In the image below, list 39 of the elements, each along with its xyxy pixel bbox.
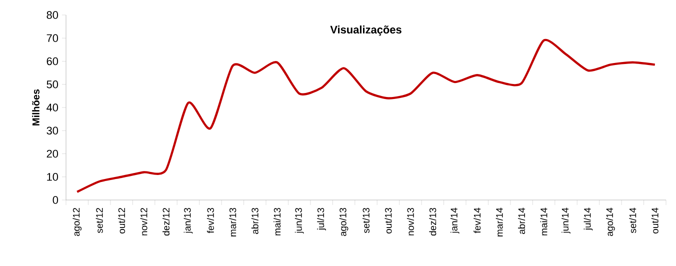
x-tick-label: mai/13 <box>274 208 281 236</box>
y-tick-label: 20 <box>46 150 58 158</box>
y-axis-title: Milhões <box>32 89 40 126</box>
x-tick-label: nov/12 <box>140 208 148 236</box>
y-tick-label: 10 <box>47 173 58 181</box>
x-tick-label: mar/14 <box>496 208 503 236</box>
y-tick-label: 80 <box>46 11 58 19</box>
y-tick-label: 40 <box>46 104 58 112</box>
x-tick-label: mai/14 <box>540 208 548 236</box>
x-tick-label: dez/12 <box>162 208 170 236</box>
x-tick-label: abr/14 <box>518 208 526 234</box>
x-tick-label: set/14 <box>629 208 636 234</box>
x-tick-label: nov/13 <box>406 208 414 236</box>
x-tick-label: jan/14 <box>450 208 460 234</box>
x-tick-label: ago/14 <box>606 208 615 236</box>
y-tick-label: 60 <box>46 57 58 66</box>
line-series <box>76 39 656 193</box>
x-tick-label: fev/13 <box>206 208 214 234</box>
x-tick-label: set/12 <box>96 208 103 234</box>
x-tick-label: jul/13 <box>317 208 326 230</box>
x-tick-label: jun/14 <box>562 208 570 234</box>
x-tick-label: out/14 <box>651 208 658 234</box>
x-tick-label: jan/13 <box>184 208 193 234</box>
x-tick-label: ago/13 <box>339 208 348 236</box>
x-tick-label: jun/13 <box>294 208 304 234</box>
x-tick-label: ago/12 <box>72 208 82 236</box>
x-tick-label: out/13 <box>384 208 392 234</box>
x-tick-label: dez/13 <box>429 208 436 236</box>
y-tick-label: 0 <box>52 196 58 204</box>
text: Visualizações <box>330 25 402 36</box>
x-tick-label: out/12 <box>118 208 126 234</box>
x-tick-label: jul/14 <box>584 208 593 230</box>
y-tick-label: 70 <box>46 34 58 42</box>
y-tick-label: 50 <box>46 80 58 88</box>
x-tick-label: mar/13 <box>229 208 236 236</box>
x-tick-label: abr/13 <box>251 208 258 234</box>
x-tick-label: fev/14 <box>474 208 481 234</box>
y-tick-label: 30 <box>46 126 58 135</box>
x-tick-label: set/13 <box>362 208 370 234</box>
